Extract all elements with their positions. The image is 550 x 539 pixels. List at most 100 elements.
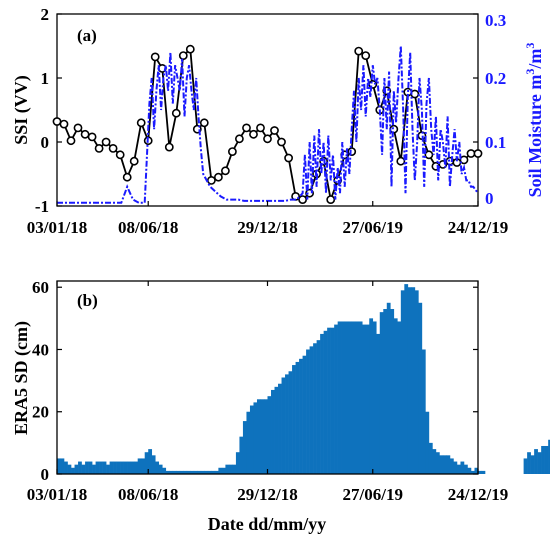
snow-depth-bar [88,461,93,474]
snow-depth-bar [172,470,177,474]
ssi-point [108,143,118,153]
ssi-point [101,137,111,147]
x-tick-label: 08/06/18 [118,485,178,504]
x-tick-label: 03/01/18 [27,218,87,237]
snow-depth-bar [537,452,542,474]
snow-depth-bar [225,464,230,474]
ssi-point [59,119,69,129]
snow-depth-bar [102,461,107,474]
snow-depth-bar [106,464,110,474]
snow-depth-bar [397,321,402,474]
snow-depth-bar [313,343,317,474]
snow-depth-bar [95,461,100,474]
snow-depth-bar [534,449,538,474]
snow-depth-bars [57,284,550,474]
snow-depth-bar [256,399,261,474]
snow-depth-bar [204,470,209,474]
snow-depth-bar [351,321,356,474]
snow-depth-bar [218,467,223,474]
ssi-point [298,195,307,204]
ssi-point [129,156,139,166]
snow-depth-bar [393,318,398,474]
snow-depth-bar [292,365,296,474]
ssi-point [199,118,209,128]
snow-depth-bar [228,464,233,474]
snow-depth-bar [442,455,447,474]
snow-depth-bar [446,455,451,474]
panel-a-x-ticks: 03/01/18 08/06/18 29/12/18 27/06/19 24/12/19 [27,201,508,237]
snow-depth-bar [99,461,103,474]
snow-depth-bar [120,461,124,474]
snow-depth-bar [320,333,324,474]
ssi-point [277,137,286,147]
snow-depth-bar [67,464,72,474]
snow-depth-bar [453,461,458,474]
snow-depth-bar [274,386,279,474]
snow-depth-bar [334,324,338,474]
snow-depth-bar [541,445,545,474]
snow-depth-bar [155,461,160,474]
snow-depth-bar [527,452,531,474]
panel-b-y-axis-label: ERA5 SD (cm) [11,321,32,435]
ssi-point [263,134,272,144]
panel-b-x-axis-label: Date dd/mm/yy [208,514,327,534]
snow-depth-bar [137,458,142,474]
snow-depth-bar [362,324,367,474]
snow-depth-bar [197,470,202,474]
panel-a: -1 0 1 2 0 0.1 0.2 0.3 03/01/18 08/06/18 29/12/1… [11,5,545,237]
y-tick-label: 20 [32,403,49,422]
snow-depth-bar [460,461,465,474]
snow-depth-bar [327,327,331,474]
right-tick-label: 0.2 [485,69,506,88]
ssi-point [284,153,293,163]
panel-b-x-ticks: 03/01/18 08/06/18 29/12/18 27/06/19 24/12/19 [27,281,508,504]
snow-depth-bar [330,327,335,474]
snow-depth-bar [421,349,426,474]
snow-depth-bar [414,290,419,474]
x-tick-label: 29/12/18 [237,485,297,504]
snow-depth-bar [151,455,156,474]
snow-depth-bar [376,333,381,474]
ssi-point [347,147,357,156]
left-tick-label: 0 [41,133,50,152]
snow-depth-bar [158,464,163,474]
snow-depth-bar [530,455,535,474]
snow-depth-bar [235,452,240,474]
x-tick-label: 24/12/19 [448,485,508,504]
snow-depth-bar [372,321,377,474]
snow-depth-bar [302,355,307,474]
ssi-point [459,155,469,165]
snow-depth-bar [165,470,170,474]
snow-depth-bar [113,461,117,474]
snow-depth-bar [249,405,254,474]
snow-depth-bar [60,458,65,474]
ssi-point [136,118,146,128]
panel-b-y-ticks: 0 20 40 60 [32,278,478,484]
snow-depth-bar [544,445,549,474]
y-tick-label: 60 [32,278,49,297]
snow-depth-bar [404,284,409,474]
snow-depth-bar [134,461,138,474]
panel-a-right-axis-label: Soil Moisture m3/m3 [523,43,545,198]
ssi-point [256,123,265,133]
snow-depth-bar [281,377,286,474]
snow-depth-bar [193,470,198,474]
ssi-point [52,117,62,126]
x-tick-label: 27/06/19 [343,485,403,504]
panel-b: 0 20 40 60 03/01/18 08/06/18 29/12/18 27/06/19… [11,278,550,534]
snow-depth-bar [470,470,475,474]
snow-depth-bar [78,461,82,474]
panel-a-label: (a) [77,26,97,45]
snow-depth-bar [242,421,247,474]
panel-a-left-ticks: -1 0 1 2 [35,5,62,216]
snow-depth-bar [116,461,121,474]
snow-depth-bar [179,470,184,474]
snow-depth-bar [344,321,349,474]
panel-a-right-ticks: 0 0.1 0.2 0.3 [473,11,506,208]
snow-depth-bar [246,411,251,474]
x-tick-label: 03/01/18 [27,485,87,504]
snow-depth-bar [369,318,374,474]
ssi-point [94,143,104,153]
snow-depth-bar [186,470,191,474]
